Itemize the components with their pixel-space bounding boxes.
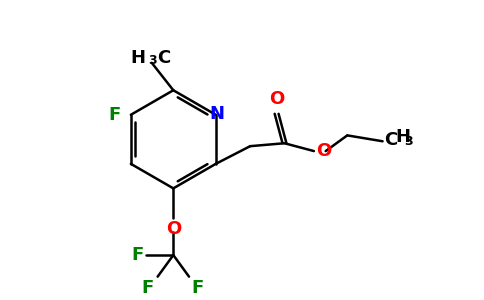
Text: F: F xyxy=(191,279,203,297)
Text: F: F xyxy=(132,246,144,264)
Text: N: N xyxy=(209,105,224,123)
Text: H: H xyxy=(395,128,410,146)
Text: H: H xyxy=(131,49,146,67)
Text: 3: 3 xyxy=(148,54,156,67)
Text: F: F xyxy=(109,106,121,124)
Text: O: O xyxy=(269,90,284,108)
Text: O: O xyxy=(166,220,181,238)
Text: C: C xyxy=(157,49,170,67)
Text: O: O xyxy=(316,142,331,160)
Text: F: F xyxy=(141,279,154,297)
Text: 3: 3 xyxy=(404,135,413,148)
Text: C: C xyxy=(385,131,398,149)
